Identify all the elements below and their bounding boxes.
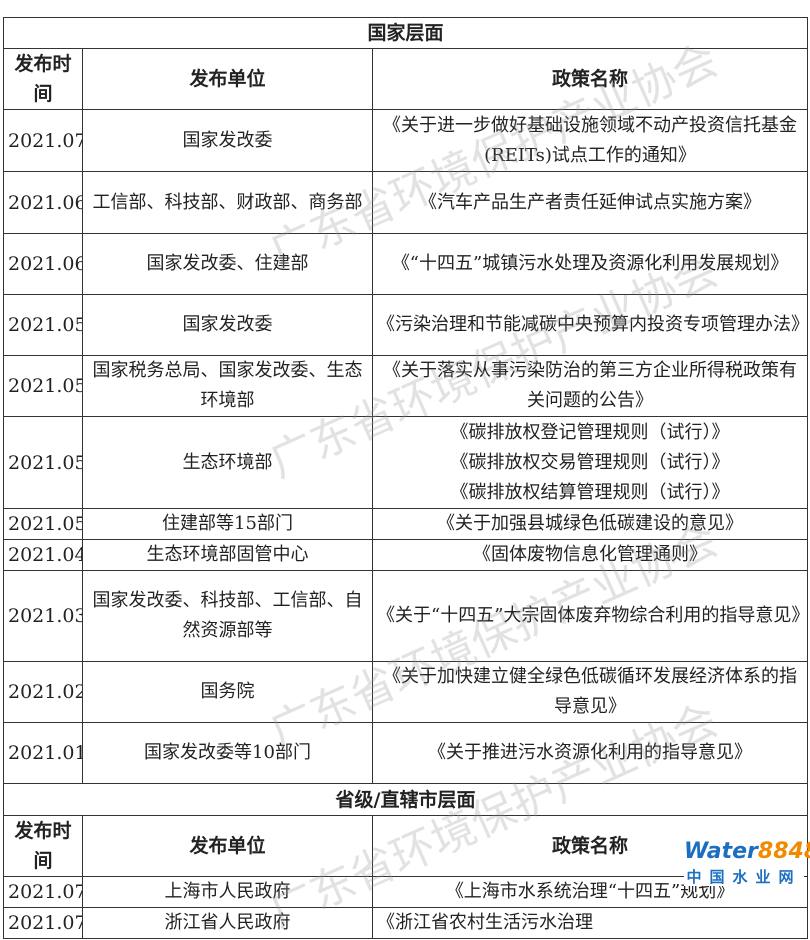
date-cell: 2021.05 [3,355,83,417]
date-cell: 2021.06 [3,233,83,295]
issuer-cell: 国家发改委等10部门 [82,722,373,784]
logo: Water8848.com 中国水业网 [684,839,810,886]
policy-cell: 《关于落实从事污染防治的第三方企业所得税政策有关问题的公告》 [371,355,809,417]
table-row: 2021.06 国家发改委、住建部 《“十四五”城镇污水处理及资源化利用发展规划》 [3,233,809,295]
section-row: 省级/直辖市层面 [2,783,809,816]
date-cell: 2021.05 [3,416,83,509]
date-cell: 2021.05 [3,294,83,356]
issuer-cell: 国家发改委、科技部、工信部、自然资源部等 [82,570,373,662]
table-row: 2021.05 生态环境部 《碳排放权登记管理规则（试行）》 《碳排放权交易管理规则… [3,416,809,509]
logo-text-bottom: 中国水业网 [686,868,802,886]
table-row: 2021.07 浙江省人民政府 《浙江省农村生活污水治理 [3,907,809,939]
issuer-header: 发布单位 [82,815,373,877]
issuer-cell: 生态环境部固管中心 [82,539,373,571]
policy-cell: 《固体废物信息化管理通则》 [371,539,809,571]
policy-table: 国家层面 发布时间 发布单位 政策名称 2021.07 国家发改委 《关于进一步做好基础设施… [2,17,809,939]
table-row: 2021.01 国家发改委等10部门 《关于推进污水资源化利用的指导意见》 [3,722,809,784]
issuer-header: 发布单位 [82,48,373,110]
section-title: 国家层面 [2,17,809,49]
table-row: 2021.05 住建部等15部门 《关于加强县城绿色低碳建设的意见》 [3,508,809,540]
policy-cell: 《汽车产品生产者责任延伸试点实施方案》 [371,171,809,234]
date-cell: 2021.03 [3,570,83,662]
issuer-cell: 国家税务总局、国家发改委、生态环境部 [82,355,373,417]
logo-text-top: Water8848.com [684,839,810,864]
date-cell: 2021.07 [3,907,83,939]
date-cell: 2021.02 [3,661,83,723]
issuer-cell: 浙江省人民政府 [82,907,373,939]
section-title: 省级/直辖市层面 [2,783,809,816]
date-cell: 2021.07 [3,109,83,172]
date-cell: 2021.01 [3,722,83,784]
policy-cell: 《浙江省农村生活污水治理 [371,907,809,939]
issuer-cell: 国家发改委、住建部 [82,233,373,295]
table-row: 2021.06 工信部、科技部、财政部、商务部 《汽车产品生产者责任延伸试点实施方案… [3,171,809,234]
issuer-cell: 上海市人民政府 [82,876,373,908]
date-header: 发布时间 [3,815,83,877]
issuer-cell: 国务院 [82,661,373,723]
date-header: 发布时间 [3,48,83,110]
date-cell: 2021.06 [3,171,83,234]
table-row: 2021.07 国家发改委 《关于进一步做好基础设施领域不动产投资信托基金(REIT… [3,109,809,172]
policy-cell: 《关于加强县城绿色低碳建设的意见》 [371,508,809,540]
policy-cell: 《“十四五”城镇污水处理及资源化利用发展规划》 [371,233,809,295]
policy-cell: 《关于加快建立健全绿色低碳循环发展经济体系的指导意见》 [371,661,809,723]
date-cell: 2021.07 [3,876,83,908]
table-row: 2021.05 国家税务总局、国家发改委、生态环境部 《关于落实从事污染防治的第三方… [3,355,809,417]
policy-cell: 《污染治理和节能减碳中央预算内投资专项管理办法》 [371,294,809,356]
section-row: 国家层面 [2,17,809,49]
issuer-cell: 国家发改委 [82,109,373,172]
date-cell: 2021.04 [3,539,83,571]
issuer-cell: 生态环境部 [82,416,373,509]
table-row: 2021.03 国家发改委、科技部、工信部、自然资源部等 《关于“十四五”大宗固体废… [3,570,809,662]
table-row: 2021.04 生态环境部固管中心 《固体废物信息化管理通则》 [3,539,809,571]
policy-header: 政策名称 [371,48,809,110]
header-row: 发布时间 发布单位 政策名称 [3,48,809,110]
issuer-cell: 工信部、科技部、财政部、商务部 [82,171,373,234]
policy-cell: 《关于“十四五”大宗固体废弃物综合利用的指导意见》 [371,570,809,662]
issuer-cell: 住建部等15部门 [82,508,373,540]
issuer-cell: 国家发改委 [82,294,373,356]
policy-cell: 《碳排放权登记管理规则（试行）》 《碳排放权交易管理规则（试行）》 《碳排放权结… [371,416,809,509]
policy-cell: 《关于进一步做好基础设施领域不动产投资信托基金(REITs)试点工作的通知》 [371,109,809,172]
table-row: 2021.02 国务院 《关于加快建立健全绿色低碳循环发展经济体系的指导意见》 [3,661,809,723]
policy-cell: 《关于推进污水资源化利用的指导意见》 [371,722,809,784]
table-row: 2021.05 国家发改委 《污染治理和节能减碳中央预算内投资专项管理办法》 [3,294,809,356]
date-cell: 2021.05 [3,508,83,540]
